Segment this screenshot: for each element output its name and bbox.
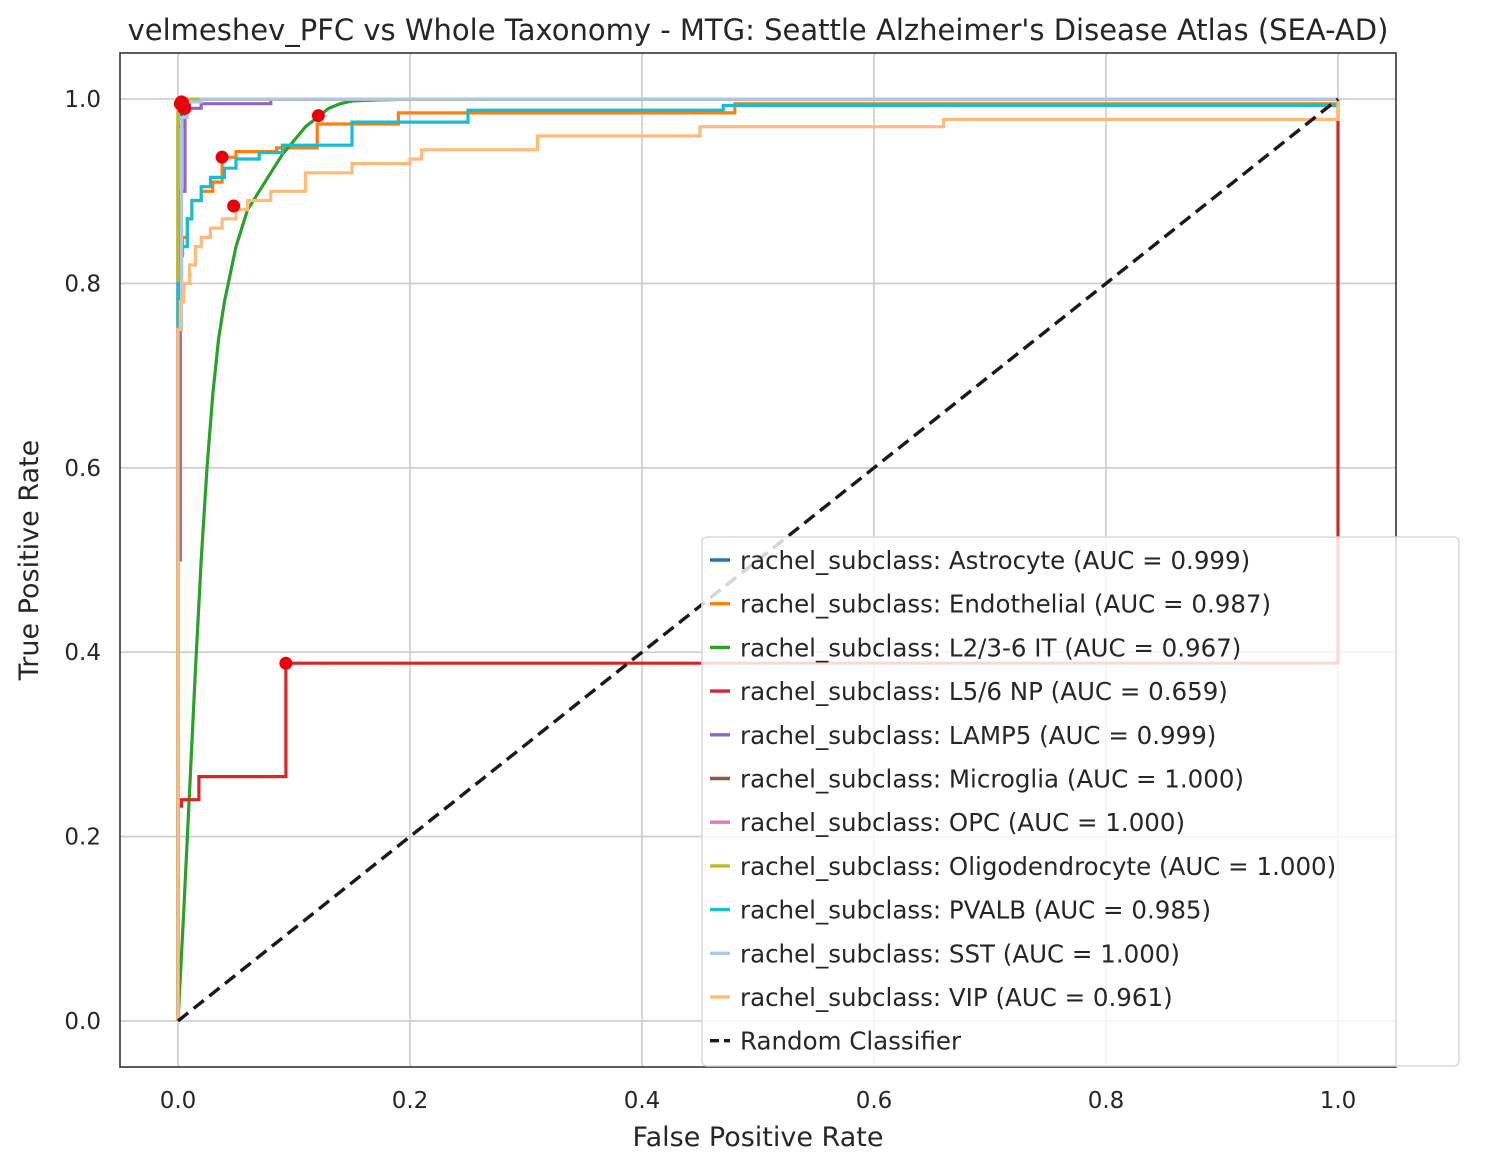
y-tick-label: 0.2	[64, 825, 101, 851]
y-tick-label: 0.4	[64, 640, 101, 666]
legend-entry: rachel_subclass: PVALB (AUC = 0.985)	[740, 896, 1211, 925]
y-tick-label: 0.6	[64, 456, 101, 482]
roc-curve-10	[176, 99, 1340, 1021]
x-tick-labels: 0.0 0.2 0.4 0.6 0.8 1.0	[160, 1088, 1357, 1114]
grid	[120, 53, 1396, 1067]
legend-box	[701, 536, 1460, 1067]
legend-entry: rachel_subclass: SST (AUC = 1.000)	[740, 939, 1180, 968]
optimal-threshold-point-1	[215, 150, 229, 164]
y-tick-label: 0.8	[64, 271, 101, 297]
optimal-threshold-point-9	[177, 101, 191, 115]
x-tick-label: 0.6	[856, 1088, 893, 1114]
legend-entry: rachel_subclass: VIP (AUC = 0.961)	[740, 983, 1173, 1012]
y-axis-label: True Positive Rate	[14, 440, 45, 682]
marker-layer	[173, 95, 325, 670]
y-tick-label: 1.0	[64, 87, 101, 113]
x-tick-label: 0.4	[624, 1088, 661, 1114]
x-tick-label: 0.0	[160, 1088, 197, 1114]
x-tick-label: 1.0	[1320, 1088, 1357, 1114]
y-tick-label: 0.0	[64, 1009, 101, 1035]
legend: rachel_subclass: Astrocyte (AUC = 0.999)…	[701, 536, 1460, 1067]
y-tick-labels: 0.0 0.2 0.4 0.6 0.8 1.0	[64, 87, 101, 1035]
legend-entry: rachel_subclass: L2/3-6 IT (AUC = 0.967)	[740, 633, 1241, 662]
x-tick-label: 0.8	[1088, 1088, 1125, 1114]
legend-entry: rachel_subclass: Microglia (AUC = 1.000)	[740, 765, 1244, 794]
optimal-threshold-point-2	[311, 109, 325, 123]
optimal-threshold-point-3	[279, 656, 293, 670]
x-axis-label: False Positive Rate	[633, 1122, 884, 1153]
legend-entry: rachel_subclass: L5/6 NP (AUC = 0.659)	[740, 677, 1228, 706]
chart-title: velmeshev_PFC vs Whole Taxonomy - MTG: S…	[128, 13, 1389, 47]
legend-entry: Random Classifier	[740, 1027, 962, 1056]
legend-entry: rachel_subclass: Oligodendrocyte (AUC = …	[740, 852, 1336, 881]
roc-curve-8	[176, 99, 1340, 1021]
x-tick-label: 0.2	[392, 1088, 429, 1114]
legend-entry: rachel_subclass: Astrocyte (AUC = 0.999)	[740, 546, 1250, 575]
legend-entry: rachel_subclass: Endothelial (AUC = 0.98…	[740, 590, 1271, 619]
legend-entry: rachel_subclass: LAMP5 (AUC = 0.999)	[740, 721, 1216, 750]
legend-entry: rachel_subclass: OPC (AUC = 1.000)	[740, 808, 1185, 837]
optimal-threshold-point-8	[227, 199, 241, 213]
